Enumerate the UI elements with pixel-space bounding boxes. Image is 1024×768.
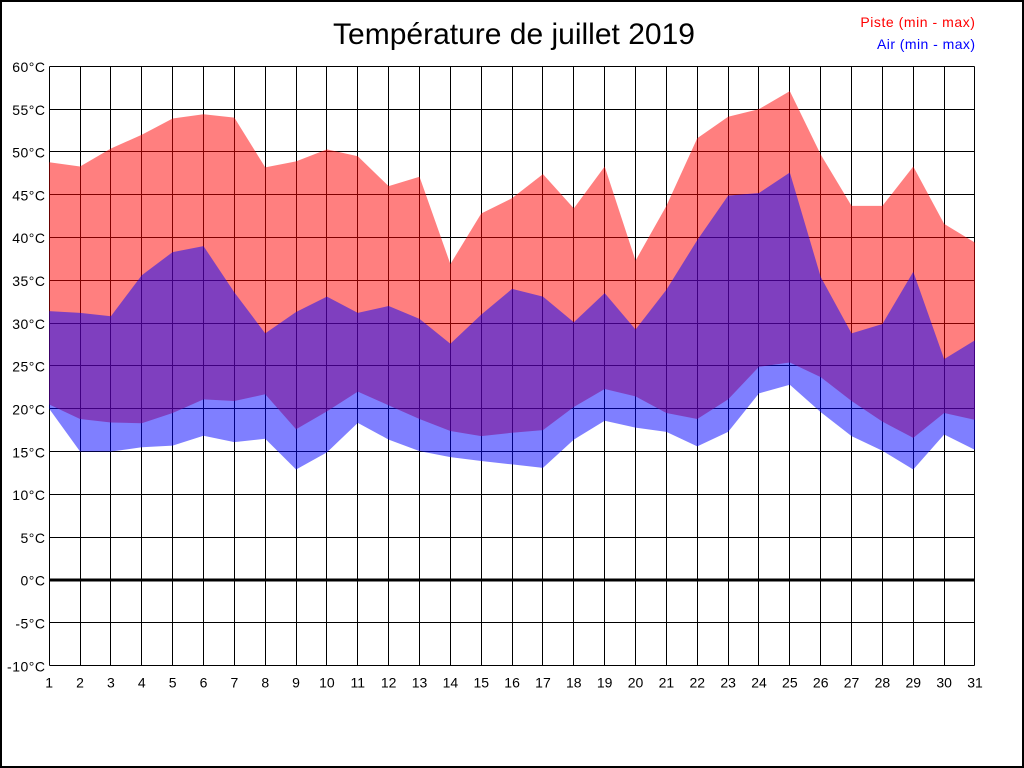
- svg-text:5°C: 5°C: [21, 530, 46, 546]
- svg-text:15°C: 15°C: [12, 444, 45, 460]
- svg-text:60°C: 60°C: [12, 59, 45, 75]
- svg-text:Température de juillet 2019: Température de juillet 2019: [333, 18, 695, 51]
- svg-text:29: 29: [905, 675, 921, 691]
- svg-text:17: 17: [535, 675, 551, 691]
- svg-text:28: 28: [875, 675, 891, 691]
- svg-text:6: 6: [200, 675, 208, 691]
- svg-text:9: 9: [292, 675, 300, 691]
- svg-text:7: 7: [230, 675, 238, 691]
- svg-text:13: 13: [412, 675, 428, 691]
- svg-text:-10°C: -10°C: [7, 658, 45, 674]
- svg-text:45°C: 45°C: [12, 187, 45, 203]
- svg-text:31: 31: [967, 675, 983, 691]
- svg-text:3: 3: [107, 675, 115, 691]
- svg-text:10°C: 10°C: [12, 487, 45, 503]
- svg-text:20: 20: [628, 675, 644, 691]
- svg-text:15: 15: [473, 675, 489, 691]
- svg-text:20°C: 20°C: [12, 401, 45, 417]
- svg-text:12: 12: [381, 675, 397, 691]
- svg-text:27: 27: [844, 675, 860, 691]
- svg-text:22: 22: [689, 675, 705, 691]
- svg-text:26: 26: [813, 675, 829, 691]
- svg-text:2: 2: [76, 675, 84, 691]
- svg-text:0°C: 0°C: [21, 573, 46, 589]
- svg-text:4: 4: [138, 675, 146, 691]
- svg-text:21: 21: [659, 675, 675, 691]
- svg-text:1: 1: [45, 675, 53, 691]
- svg-text:25: 25: [782, 675, 798, 691]
- svg-text:50°C: 50°C: [12, 145, 45, 161]
- svg-text:14: 14: [443, 675, 459, 691]
- svg-text:23: 23: [720, 675, 736, 691]
- svg-text:24: 24: [751, 675, 767, 691]
- svg-text:-5°C: -5°C: [15, 615, 45, 631]
- svg-text:Piste (min - max): Piste (min - max): [860, 14, 975, 30]
- svg-text:16: 16: [504, 675, 520, 691]
- svg-text:18: 18: [566, 675, 582, 691]
- svg-text:19: 19: [597, 675, 613, 691]
- svg-text:35°C: 35°C: [12, 273, 45, 289]
- svg-text:40°C: 40°C: [12, 230, 45, 246]
- svg-text:55°C: 55°C: [12, 102, 45, 118]
- svg-text:30: 30: [936, 675, 952, 691]
- svg-text:25°C: 25°C: [12, 359, 45, 375]
- svg-text:11: 11: [351, 675, 366, 691]
- svg-text:5: 5: [169, 675, 177, 691]
- svg-text:10: 10: [319, 675, 335, 691]
- svg-text:Air (min - max): Air (min - max): [877, 36, 976, 52]
- svg-text:30°C: 30°C: [12, 316, 45, 332]
- svg-text:8: 8: [261, 675, 269, 691]
